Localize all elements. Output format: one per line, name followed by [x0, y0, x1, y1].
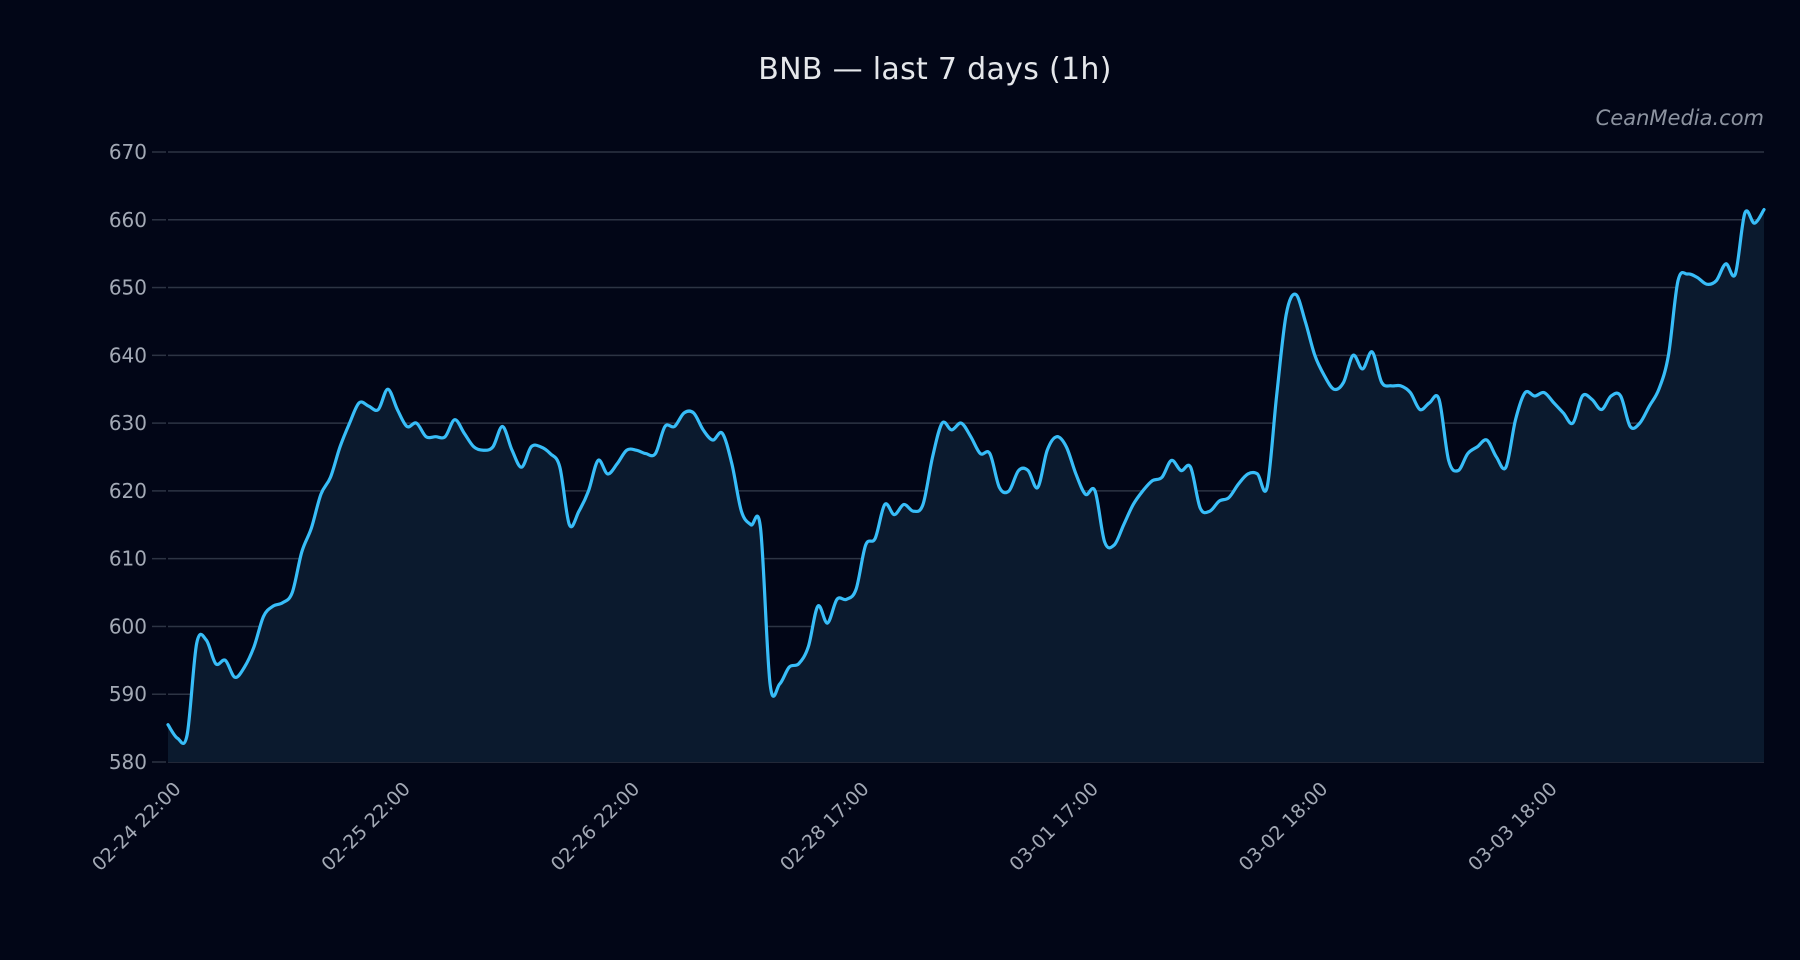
x-tick-label: 02-26 22:00	[547, 778, 645, 876]
y-tick-label: 640	[109, 343, 147, 367]
y-tick-label: 670	[109, 140, 147, 164]
watermark: CeanMedia.com	[1595, 106, 1764, 130]
x-tick-label: 02-25 22:00	[317, 778, 415, 876]
x-axis: 02-24 22:00 02-25 22:00 02-26 22:00 02-28 1…	[88, 778, 1562, 876]
x-tick-label: 03-02 18:00	[1235, 778, 1333, 876]
chart-title: BNB — last 7 days (1h)	[758, 52, 1112, 87]
x-tick-label: 03-03 18:00	[1464, 778, 1562, 876]
x-tick-label: 03-01 17:00	[1005, 778, 1103, 876]
x-tick-label: 02-28 17:00	[776, 778, 874, 876]
y-tick-label: 580	[109, 750, 147, 774]
x-tick-label: 02-24 22:00	[88, 778, 186, 876]
y-tick-label: 610	[109, 547, 147, 571]
price-line	[166, 208, 1766, 745]
y-tick-label: 630	[109, 411, 147, 435]
y-tick-label: 650	[109, 276, 147, 300]
y-tick-label: 600	[109, 614, 147, 638]
y-tick-label: 660	[109, 208, 147, 232]
y-tick-label: 620	[109, 479, 147, 503]
y-axis: 580 590 600 610 620 630 640 650 660 670	[109, 140, 166, 774]
price-area-fill	[168, 209, 1764, 763]
y-tick-label: 590	[109, 682, 147, 706]
